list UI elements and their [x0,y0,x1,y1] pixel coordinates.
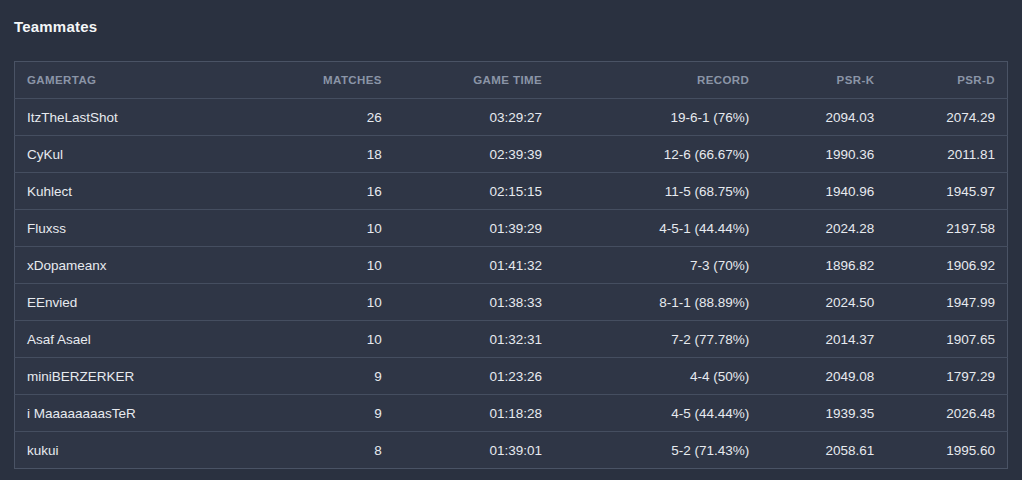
cell-game-time: 01:38:33 [394,284,554,321]
cell-game-time: 01:39:29 [394,210,554,247]
cell-game-time: 01:23:26 [394,358,554,395]
table-header: GAMERTAG MATCHES GAME TIME RECORD PSR-K … [15,62,1008,99]
cell-matches: 8 [265,432,394,469]
cell-gamertag[interactable]: ItzTheLastShot [15,99,265,136]
cell-psr-d: 1947.99 [886,284,1007,321]
cell-matches: 9 [265,395,394,432]
cell-gamertag[interactable]: Asaf Asael [15,321,265,358]
table-row[interactable]: CyKul1802:39:3912-6 (66.67%)1990.362011.… [15,136,1008,173]
cell-gamertag[interactable]: EEnvied [15,284,265,321]
column-header-psr-k[interactable]: PSR-K [761,62,886,99]
cell-record: 4-5-1 (44.44%) [554,210,761,247]
teammates-table: GAMERTAG MATCHES GAME TIME RECORD PSR-K … [14,61,1008,469]
cell-psr-k: 2024.50 [761,284,886,321]
cell-record: 4-4 (50%) [554,358,761,395]
cell-record: 11-5 (68.75%) [554,173,761,210]
page-title: Teammates [14,0,1008,35]
cell-matches: 9 [265,358,394,395]
cell-psr-d: 2011.81 [886,136,1007,173]
cell-psr-d: 1945.97 [886,173,1007,210]
cell-gamertag[interactable]: CyKul [15,136,265,173]
cell-matches: 10 [265,321,394,358]
column-header-gamertag[interactable]: GAMERTAG [15,62,265,99]
cell-psr-k: 2058.61 [761,432,886,469]
table-header-row: GAMERTAG MATCHES GAME TIME RECORD PSR-K … [15,62,1008,99]
cell-matches: 10 [265,247,394,284]
cell-record: 7-2 (77.78%) [554,321,761,358]
cell-psr-k: 1939.35 [761,395,886,432]
cell-record: 7-3 (70%) [554,247,761,284]
cell-psr-d: 1995.60 [886,432,1007,469]
cell-matches: 18 [265,136,394,173]
cell-game-time: 02:15:15 [394,173,554,210]
cell-game-time: 03:29:27 [394,99,554,136]
column-header-matches[interactable]: MATCHES [265,62,394,99]
cell-psr-k: 1896.82 [761,247,886,284]
cell-psr-k: 2024.28 [761,210,886,247]
cell-record: 19-6-1 (76%) [554,99,761,136]
cell-psr-k: 1940.96 [761,173,886,210]
cell-record: 8-1-1 (88.89%) [554,284,761,321]
cell-record: 12-6 (66.67%) [554,136,761,173]
table-row[interactable]: xDopameanx1001:41:327-3 (70%)1896.821906… [15,247,1008,284]
cell-game-time: 01:18:28 [394,395,554,432]
cell-gamertag[interactable]: xDopameanx [15,247,265,284]
cell-psr-d: 1907.65 [886,321,1007,358]
cell-matches: 26 [265,99,394,136]
table-body: ItzTheLastShot2603:29:2719-6-1 (76%)2094… [15,99,1008,469]
table-row[interactable]: EEnvied1001:38:338-1-1 (88.89%)2024.5019… [15,284,1008,321]
cell-psr-k: 2049.08 [761,358,886,395]
column-header-psr-d[interactable]: PSR-D [886,62,1007,99]
column-header-game-time[interactable]: GAME TIME [394,62,554,99]
cell-record: 4-5 (44.44%) [554,395,761,432]
cell-game-time: 01:39:01 [394,432,554,469]
cell-game-time: 01:32:31 [394,321,554,358]
cell-matches: 10 [265,284,394,321]
table-row[interactable]: miniBERZERKER901:23:264-4 (50%)2049.0817… [15,358,1008,395]
cell-matches: 16 [265,173,394,210]
cell-gamertag[interactable]: Fluxss [15,210,265,247]
cell-game-time: 02:39:39 [394,136,554,173]
cell-record: 5-2 (71.43%) [554,432,761,469]
cell-game-time: 01:41:32 [394,247,554,284]
teammates-panel: Teammates GAMERTAG MATCHES GAME TIME REC… [0,0,1022,469]
cell-psr-d: 2026.48 [886,395,1007,432]
cell-psr-k: 2014.37 [761,321,886,358]
cell-psr-d: 1906.92 [886,247,1007,284]
cell-psr-k: 2094.03 [761,99,886,136]
table-row[interactable]: kukui801:39:015-2 (71.43%)2058.611995.60 [15,432,1008,469]
cell-gamertag[interactable]: i MaaaaaaaasTeR [15,395,265,432]
table-row[interactable]: ItzTheLastShot2603:29:2719-6-1 (76%)2094… [15,99,1008,136]
cell-gamertag[interactable]: kukui [15,432,265,469]
cell-psr-d: 2074.29 [886,99,1007,136]
cell-gamertag[interactable]: miniBERZERKER [15,358,265,395]
cell-gamertag[interactable]: Kuhlect [15,173,265,210]
cell-psr-d: 2197.58 [886,210,1007,247]
table-row[interactable]: Asaf Asael1001:32:317-2 (77.78%)2014.371… [15,321,1008,358]
table-row[interactable]: Fluxss1001:39:294-5-1 (44.44%)2024.28219… [15,210,1008,247]
cell-matches: 10 [265,210,394,247]
table-row[interactable]: i MaaaaaaaasTeR901:18:284-5 (44.44%)1939… [15,395,1008,432]
table-row[interactable]: Kuhlect1602:15:1511-5 (68.75%)1940.96194… [15,173,1008,210]
column-header-record[interactable]: RECORD [554,62,761,99]
cell-psr-d: 1797.29 [886,358,1007,395]
cell-psr-k: 1990.36 [761,136,886,173]
